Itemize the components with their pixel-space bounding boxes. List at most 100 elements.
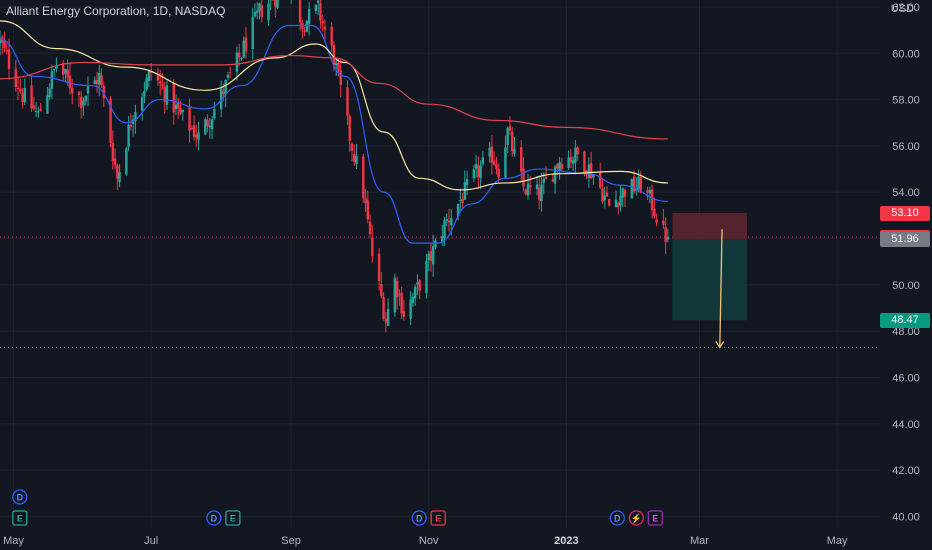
candle-body [213,108,216,119]
event-marker-shape [225,510,241,526]
candle-body [447,220,451,223]
candle-body [445,219,448,221]
candle-body [603,195,606,201]
candle-body [508,126,512,131]
candle-body [253,11,257,17]
candle-body [553,166,557,184]
y-tick-label: 40.00 [892,511,920,523]
candle-body [353,154,356,163]
candle-body [409,299,412,319]
candle-body [127,124,130,147]
candle-body [350,143,354,151]
candle-body [177,101,180,109]
candle-body [366,200,369,220]
event-marker-shape [206,510,222,526]
candle-body [303,30,306,32]
candle-body [400,292,403,314]
event-marker-dividend: D [609,510,625,526]
price-axis[interactable]: 40.0042.0044.0046.0048.0050.0052.0054.00… [892,2,920,523]
grid-lines [0,0,880,528]
candle-body [443,220,446,239]
candle-body [93,80,96,85]
candle-body [384,319,388,323]
candle-body [143,90,146,97]
candle-body [339,70,342,85]
candle-body [418,280,421,291]
event-marker-shape [12,489,28,505]
candle-body [163,86,166,102]
position-tool[interactable] [672,213,747,321]
candle-body [583,151,586,173]
candle-body [116,165,119,179]
candle-body [204,119,207,135]
candle-body [165,85,169,105]
candle-body [348,115,351,141]
candle-body [535,184,539,190]
y-tick-label: 60.00 [892,48,920,60]
candle-body [456,203,460,217]
time-axis[interactable]: May Jul Sep Nov 2023 Mar May [3,535,848,547]
candle-body [472,169,476,179]
event-marker-letter: E [17,514,23,524]
candle-body [614,199,618,208]
stop-loss-zone [672,213,747,240]
candle-body [100,75,103,86]
candle-body [544,177,548,180]
candle-body [240,57,243,59]
candle-body [393,278,397,313]
candle-body [335,62,338,66]
candle-body [495,164,498,170]
candle-body [323,26,327,30]
candle-body [161,84,164,87]
event-markers[interactable]: D E D E D E D ⚡ E [12,489,663,526]
candle-body [608,199,611,206]
candle-body [125,148,128,175]
candle-body [337,62,340,71]
candle-body [621,188,624,198]
candle-body [174,104,178,110]
candle-body [617,202,620,208]
x-tick-label: May [827,535,848,547]
candle-body [441,236,444,242]
candle-body [664,227,667,242]
candle-body [314,4,318,12]
event-marker-dividend: D [12,489,28,505]
event-marker-letter: D [416,514,423,524]
candle-body [19,89,22,92]
candle-body [66,69,69,78]
candle-body [599,171,602,188]
candle-body [23,88,27,103]
candle-body [556,164,559,169]
candle-body [228,71,232,73]
candle-body [147,71,151,81]
projection-arrow[interactable] [715,229,725,349]
event-marker-dividend: D [411,510,427,526]
candle-body [267,3,270,21]
candle-body [589,163,593,178]
event-marker-letter: E [230,514,236,524]
candle-body [592,174,595,178]
candle-body [463,182,467,200]
candle-body [551,179,555,182]
event-marker-earnings-purple: E [647,510,663,526]
candle-body [219,88,223,110]
candle-body [149,72,153,74]
candle-body [181,109,184,113]
candle-body [560,163,564,170]
candle-body [71,87,74,94]
candle-body [601,188,604,202]
candle-body [488,147,491,157]
candle-body [188,107,191,131]
candle-body [427,253,430,261]
candle-body [159,81,162,84]
event-marker-letter: ⚡ [631,513,642,525]
candle-body [429,250,433,261]
candle-body [506,127,509,145]
candle-body [479,165,482,178]
candle-body [37,111,40,113]
candle-body [0,38,2,44]
take-profit-zone [672,239,747,321]
candle-body [386,309,390,326]
candle-body [330,26,333,46]
